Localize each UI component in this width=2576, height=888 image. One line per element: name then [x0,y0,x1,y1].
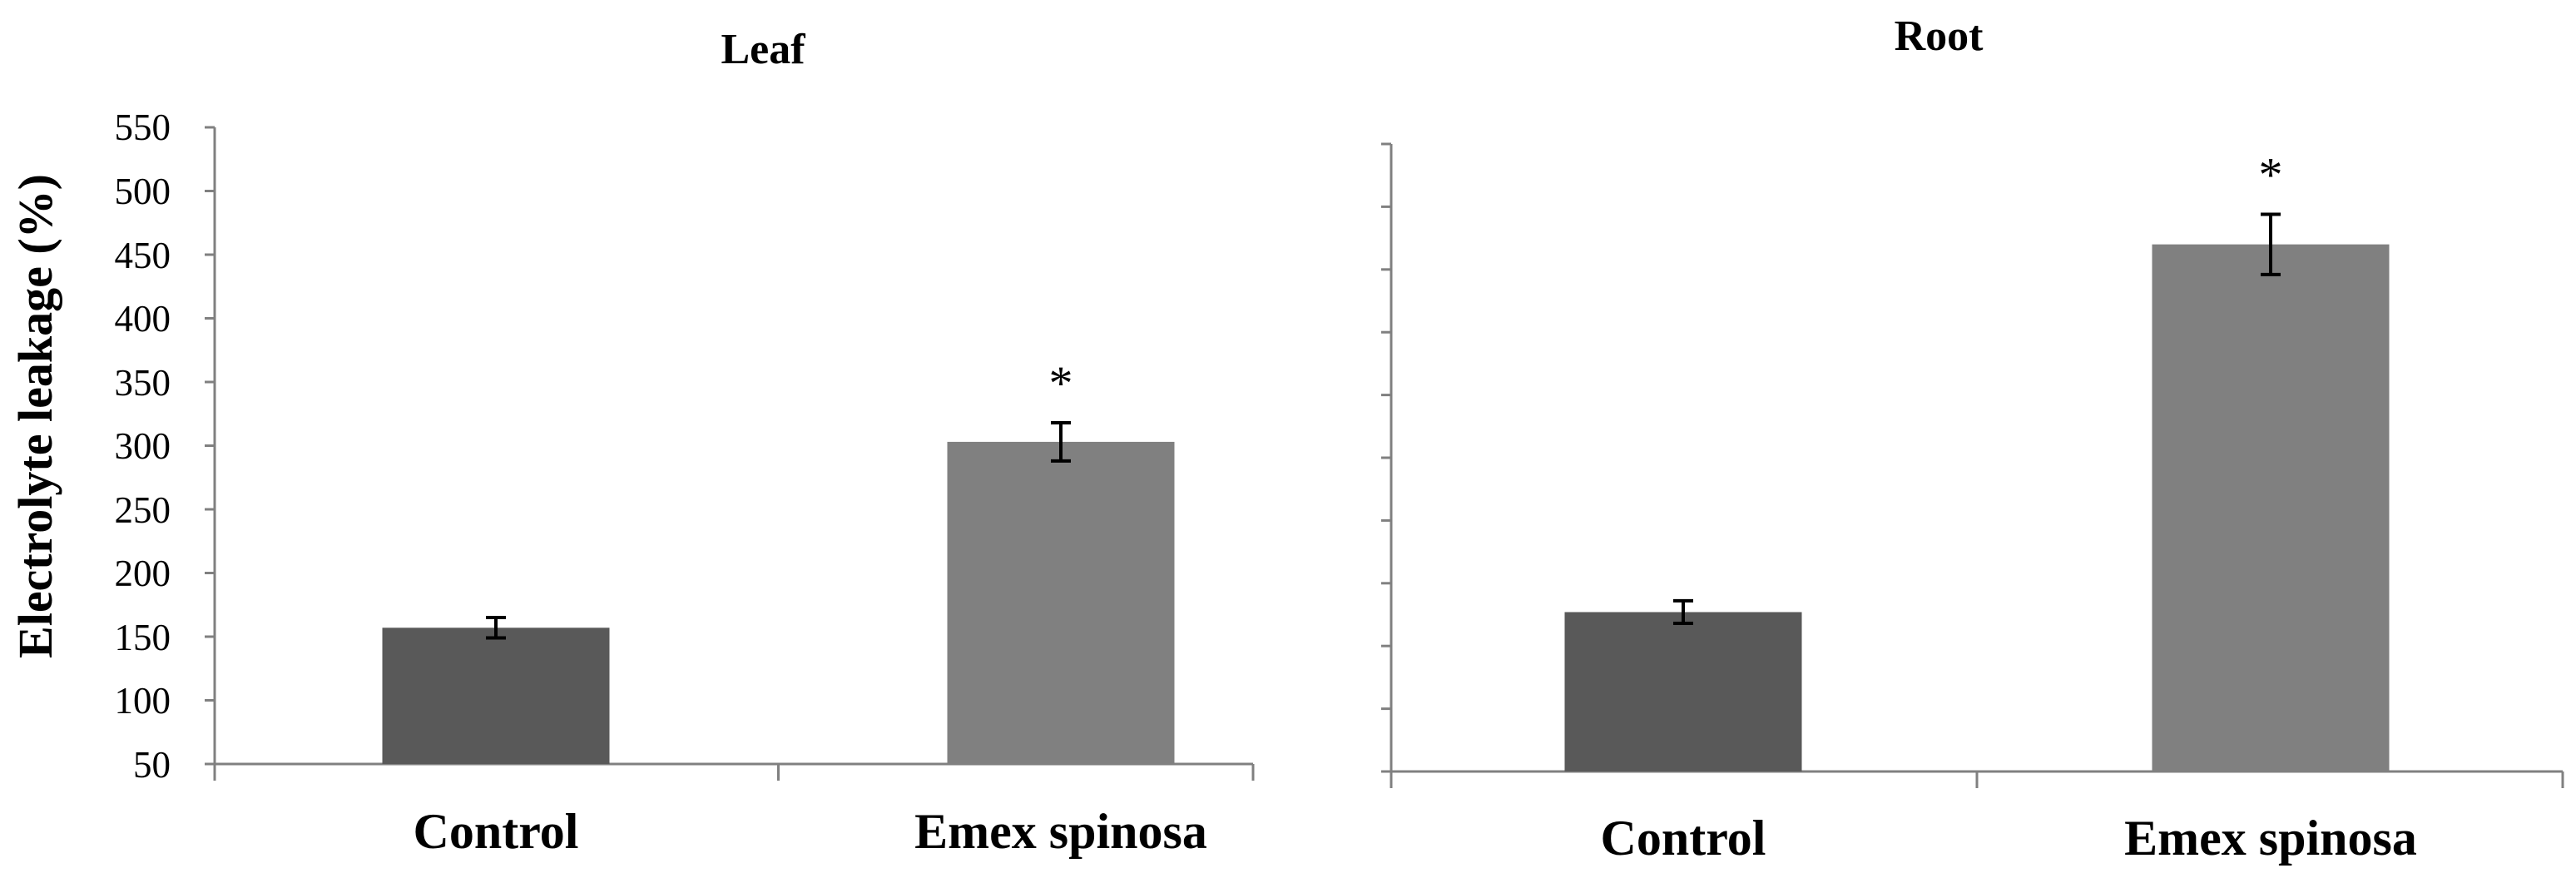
root-x-category-label: Emex spinosa [2124,811,2417,866]
leaf-significance-marker: * [1049,356,1073,410]
root-bar [2152,244,2390,771]
root-bars [1564,212,2390,771]
leaf-y-tick-label: 550 [115,107,171,148]
leaf-y-tick-label: 350 [115,362,171,404]
leaf-y-tick-labels: 550 500 450 400 350 300 250 200 150 100 … [115,107,171,786]
leaf-y-tick-label: 500 [115,171,171,212]
root-significance-marker: * [2259,147,2283,201]
leaf-x-category-label: Control [414,804,579,859]
leaf-chart: Leaf Electrolyte leakage (%) 550 500 450… [8,26,1255,859]
leaf-y-tick-label: 200 [115,553,171,594]
leaf-bars [382,420,1175,764]
leaf-y-tick-label: 450 [115,235,171,276]
leaf-y-tick-label: 250 [115,489,171,531]
root-chart-title: Root [1895,12,1984,60]
leaf-y-tick-label: 50 [133,744,171,786]
leaf-y-tick-label: 300 [115,425,171,467]
leaf-y-axis-label: Electrolyte leakage (%) [8,174,62,658]
leaf-y-tick-label: 100 [115,680,171,722]
leaf-chart-title: Leaf [721,26,805,73]
leaf-bar [382,628,610,764]
leaf-y-tick-label: 150 [115,617,171,658]
root-x-category-label: Control [1601,811,1766,866]
leaf-bar [947,441,1175,764]
leaf-y-tick-label: 400 [115,298,171,340]
root-bar [1564,612,1802,771]
root-chart: Root Control Emex spinosa * [1381,12,2564,866]
leaf-x-category-label: Emex spinosa [914,804,1207,859]
